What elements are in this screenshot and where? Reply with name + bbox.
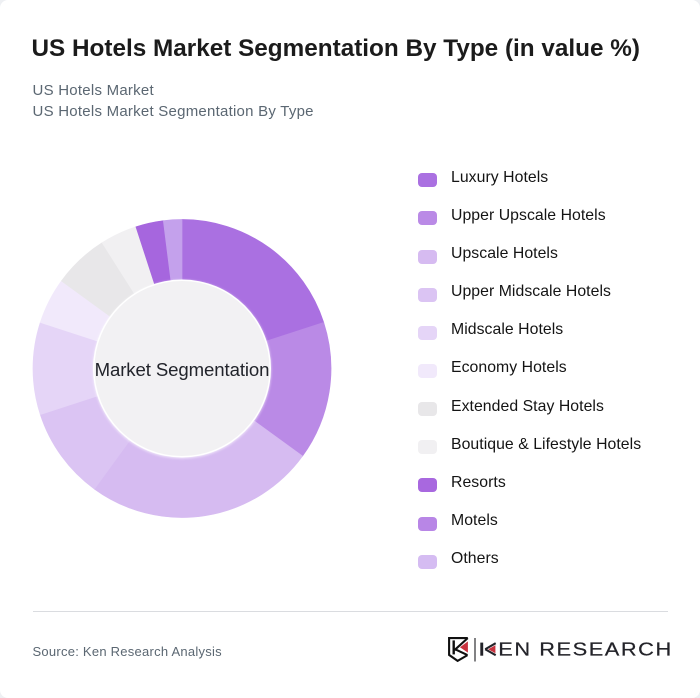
svg-text:EN RESEARCH: EN RESEARCH [498, 640, 672, 660]
